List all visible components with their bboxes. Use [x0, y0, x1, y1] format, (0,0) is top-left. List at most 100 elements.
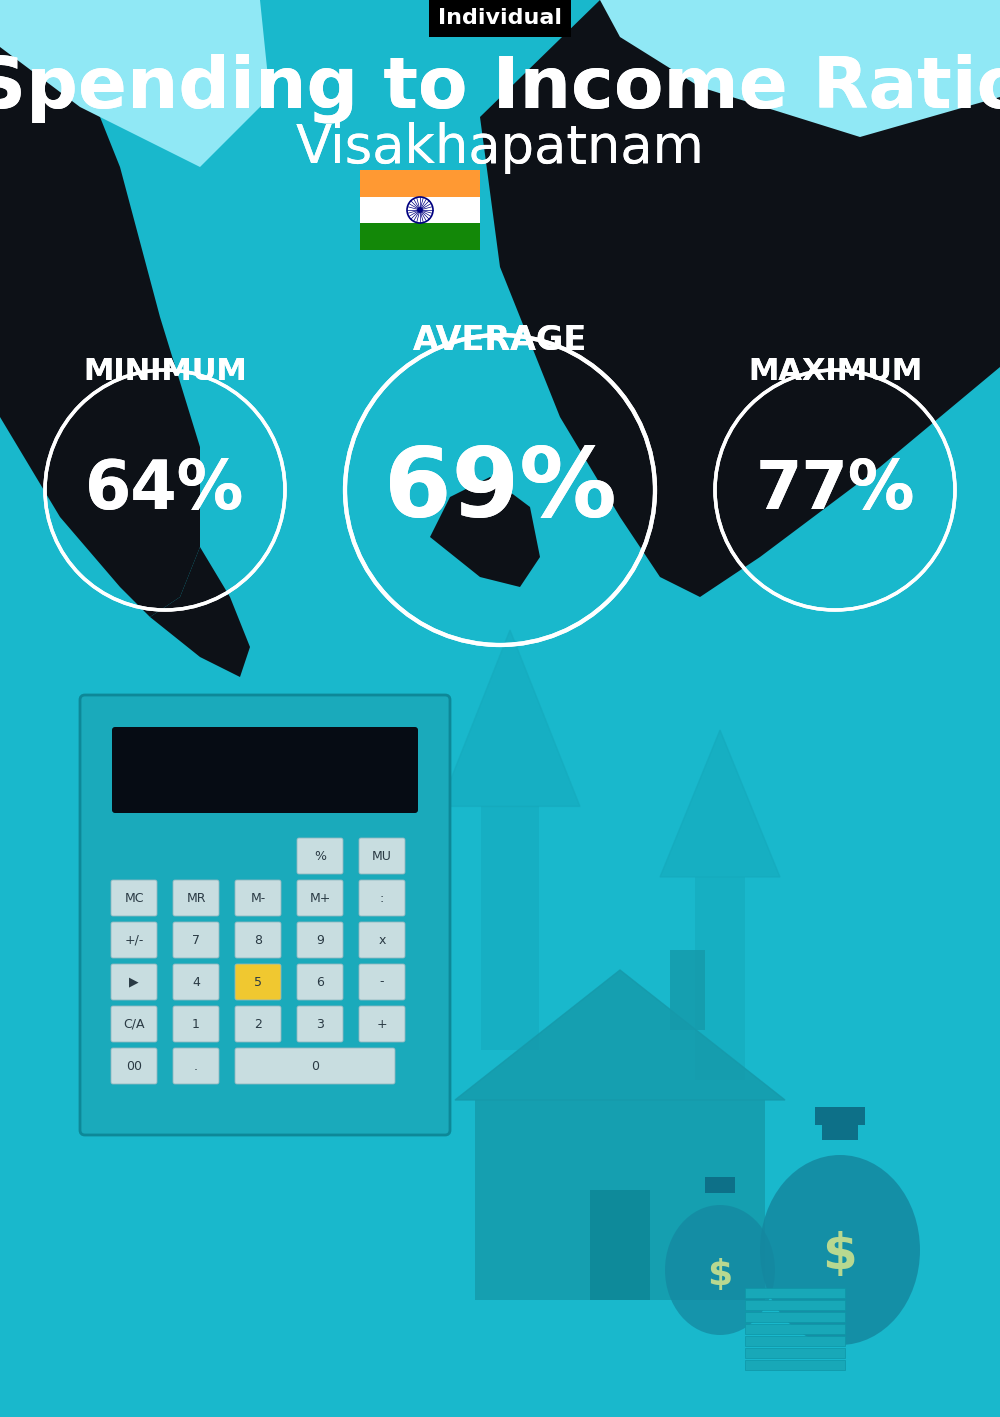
Text: 5: 5 [254, 975, 262, 989]
Text: Visakhapatnam: Visakhapatnam [296, 122, 704, 174]
Text: +/-: +/- [124, 934, 144, 947]
Bar [360, 170, 480, 197]
Circle shape [417, 207, 423, 213]
Bar [313, 886, 367, 1100]
Polygon shape [455, 971, 785, 1100]
Text: Individual: Individual [438, 9, 562, 28]
Bar [745, 1336, 845, 1346]
Text: AVERAGE: AVERAGE [413, 323, 587, 357]
Bar [360, 170, 480, 197]
Polygon shape [440, 631, 580, 806]
Text: 69%: 69% [384, 444, 616, 537]
Polygon shape [0, 0, 270, 167]
FancyBboxPatch shape [235, 1006, 281, 1041]
Text: 7: 7 [192, 934, 200, 947]
FancyBboxPatch shape [80, 694, 450, 1135]
Bar [360, 197, 480, 224]
FancyBboxPatch shape [297, 880, 343, 915]
Bar [360, 224, 480, 249]
Bar [745, 1323, 845, 1333]
Polygon shape [0, 0, 200, 616]
Text: 6: 6 [316, 975, 324, 989]
Bar [745, 1360, 845, 1370]
Bar [815, 1107, 865, 1125]
FancyBboxPatch shape [235, 1049, 395, 1084]
Text: 00: 00 [126, 1060, 142, 1073]
FancyBboxPatch shape [111, 1006, 157, 1041]
Text: 69%: 69% [384, 444, 616, 537]
Text: 1: 1 [192, 1017, 200, 1030]
FancyBboxPatch shape [173, 1049, 219, 1084]
Text: 9: 9 [316, 934, 324, 947]
FancyBboxPatch shape [111, 880, 157, 915]
Text: MR: MR [186, 891, 206, 904]
Polygon shape [600, 0, 1000, 137]
FancyBboxPatch shape [111, 964, 157, 1000]
Text: MAXIMUM: MAXIMUM [748, 357, 922, 387]
FancyBboxPatch shape [359, 880, 405, 915]
Ellipse shape [665, 1204, 775, 1335]
Bar [360, 197, 480, 224]
FancyBboxPatch shape [297, 964, 343, 1000]
Text: 64%: 64% [85, 458, 245, 523]
FancyBboxPatch shape [359, 837, 405, 874]
Text: AVERAGE: AVERAGE [413, 323, 587, 357]
Text: Spending to Income Ratio: Spending to Income Ratio [0, 54, 1000, 123]
Polygon shape [480, 0, 1000, 597]
FancyBboxPatch shape [235, 880, 281, 915]
FancyBboxPatch shape [173, 964, 219, 1000]
Text: Visakhapatnam: Visakhapatnam [296, 122, 704, 174]
Text: 64%: 64% [85, 458, 245, 523]
Text: +: + [377, 1017, 387, 1030]
FancyBboxPatch shape [235, 922, 281, 958]
Bar [475, 1100, 765, 1299]
Text: x: x [378, 934, 386, 947]
Ellipse shape [760, 1155, 920, 1345]
Text: -: - [380, 975, 384, 989]
Text: Individual: Individual [438, 9, 562, 28]
Bar [745, 1348, 845, 1357]
Text: 2: 2 [254, 1017, 262, 1030]
Bar [745, 1299, 845, 1309]
Text: 8: 8 [254, 934, 262, 947]
FancyBboxPatch shape [173, 880, 219, 915]
Text: 3: 3 [316, 1017, 324, 1030]
Text: 77%: 77% [755, 458, 915, 523]
Text: MINIMUM: MINIMUM [83, 357, 247, 387]
FancyBboxPatch shape [297, 1006, 343, 1041]
Text: $: $ [707, 1258, 733, 1292]
Text: :: : [380, 891, 384, 904]
FancyBboxPatch shape [359, 1006, 405, 1041]
Text: .: . [194, 1060, 198, 1073]
FancyBboxPatch shape [173, 1006, 219, 1041]
Circle shape [417, 207, 423, 213]
FancyBboxPatch shape [235, 964, 281, 1000]
Text: C/A: C/A [123, 1017, 145, 1030]
Bar [695, 877, 745, 1080]
Bar [705, 1178, 735, 1193]
FancyBboxPatch shape [111, 922, 157, 958]
Bar [822, 1119, 858, 1141]
Text: 4: 4 [192, 975, 200, 989]
Text: MAXIMUM: MAXIMUM [748, 357, 922, 387]
FancyBboxPatch shape [297, 837, 343, 874]
Polygon shape [430, 478, 540, 587]
Bar [481, 806, 539, 1050]
Text: M-: M- [250, 891, 266, 904]
FancyBboxPatch shape [112, 727, 418, 813]
Text: $: $ [823, 1231, 857, 1280]
Text: 77%: 77% [755, 458, 915, 523]
Bar [360, 224, 480, 249]
Bar [745, 1312, 845, 1322]
Polygon shape [275, 730, 405, 886]
Bar [590, 1190, 650, 1299]
Text: %: % [314, 850, 326, 863]
Bar [670, 949, 705, 1030]
Text: MC: MC [124, 891, 144, 904]
FancyBboxPatch shape [359, 964, 405, 1000]
Text: Spending to Income Ratio: Spending to Income Ratio [0, 54, 1000, 123]
Text: MINIMUM: MINIMUM [83, 357, 247, 387]
FancyBboxPatch shape [173, 922, 219, 958]
Text: ▶: ▶ [129, 975, 139, 989]
FancyBboxPatch shape [111, 1049, 157, 1084]
